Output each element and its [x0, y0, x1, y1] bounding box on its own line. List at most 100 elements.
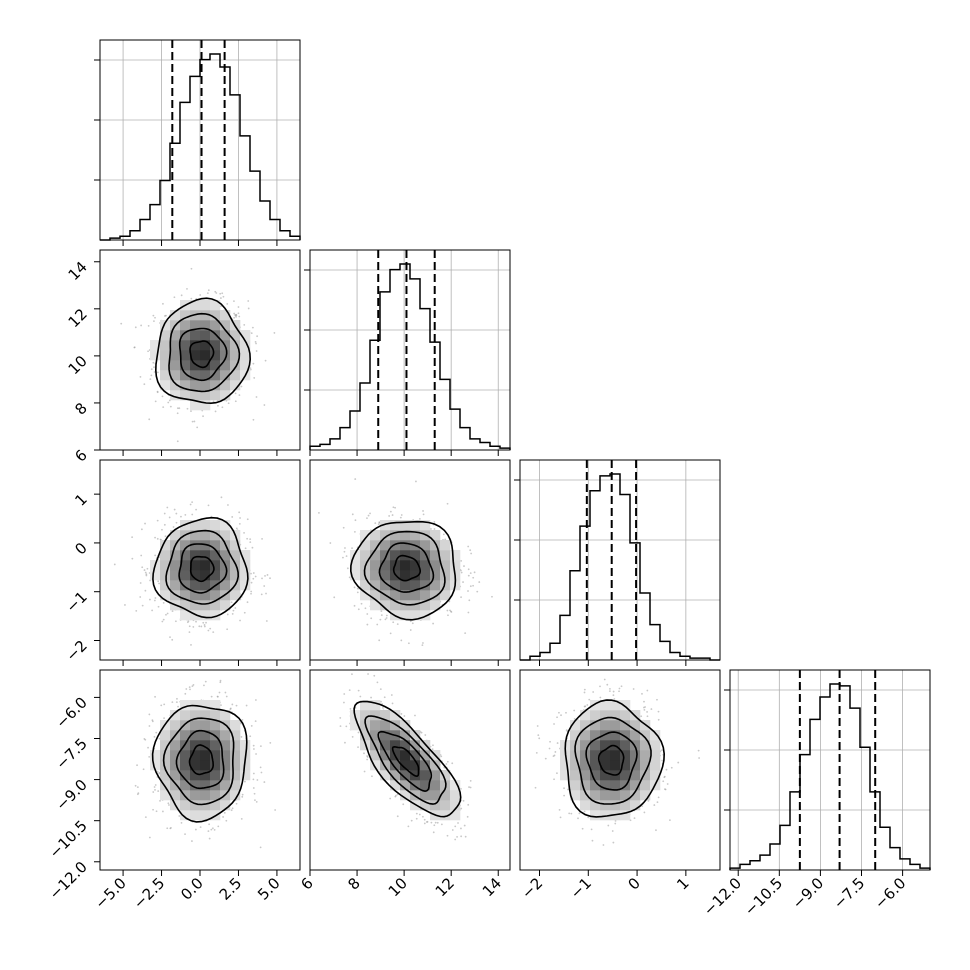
density-cell [360, 540, 371, 551]
density-cell [210, 740, 221, 751]
scatter-point [460, 787, 462, 790]
density-cell [180, 370, 191, 381]
density-cell [230, 750, 241, 761]
density-cell [410, 570, 421, 581]
density-cell [400, 740, 411, 751]
density-cell [240, 580, 251, 591]
density-cell [360, 530, 371, 541]
density-cell [400, 750, 411, 761]
density-cell [420, 540, 431, 551]
scatter-point [254, 575, 257, 578]
scatter-point [403, 715, 406, 717]
density-cell [220, 390, 231, 401]
density-cell [210, 520, 221, 531]
density-cell [170, 560, 181, 571]
density-cell [210, 390, 221, 401]
density-cell [210, 320, 221, 331]
scatter-point [188, 686, 191, 689]
density-cell [190, 550, 201, 561]
scatter-point [252, 577, 255, 580]
scatter-point [144, 571, 147, 574]
scatter-point [210, 828, 213, 831]
density-cell [220, 380, 231, 391]
density-cell [210, 380, 221, 391]
scatter-point [148, 713, 151, 716]
contour-level-0 [392, 554, 421, 582]
density-cell [230, 780, 241, 791]
density-cell [190, 400, 201, 411]
scatter-point [421, 815, 424, 818]
scatter-point [235, 527, 238, 530]
scatter-point [253, 377, 256, 379]
density-cell [220, 310, 231, 321]
scatter-point [447, 614, 449, 617]
scatter-point [255, 753, 257, 755]
scatter-point [205, 621, 207, 624]
density-cell [180, 770, 191, 781]
scatter-point [273, 332, 276, 334]
density-cell [150, 750, 161, 761]
density-cell [380, 750, 391, 761]
density-cell [210, 310, 221, 321]
density-cell [150, 570, 161, 581]
scatter-point [233, 312, 236, 315]
scatter-point [250, 725, 253, 727]
density-cell [390, 740, 401, 751]
density-cell [240, 350, 251, 361]
scatter-point [460, 596, 462, 599]
scatter-point [154, 695, 156, 698]
density-cell [160, 560, 171, 571]
density-cell [180, 580, 191, 591]
density-cell [210, 350, 221, 361]
scatter-point [407, 825, 410, 828]
panel-frame-2-1 [309, 459, 511, 661]
scatter-point [143, 569, 146, 571]
scatter-point [235, 704, 238, 707]
density-cell [200, 590, 211, 601]
density-cell [230, 380, 241, 391]
density-cell [200, 350, 211, 361]
scatter-point [161, 395, 164, 398]
scatter-point [136, 764, 138, 767]
density-cell [420, 550, 431, 561]
scatter-point [171, 638, 174, 641]
scatter-point [467, 803, 470, 806]
scatter-point [255, 800, 258, 803]
scatter-point [261, 577, 263, 580]
density-cell [210, 530, 221, 541]
density-cell [400, 580, 411, 591]
scatter-panel-1-0 [94, 249, 301, 456]
density-cell [210, 370, 221, 381]
density-cell [380, 600, 391, 611]
scatter-point [231, 703, 234, 706]
scatter-point [354, 519, 357, 522]
density-cell [210, 750, 221, 761]
density-cell [200, 370, 211, 381]
density-cell [380, 740, 391, 751]
scatter-point [134, 784, 137, 787]
density-cell [180, 540, 191, 551]
scatter-point [223, 811, 226, 814]
density-cell [190, 600, 201, 611]
scatter-point [153, 320, 155, 323]
scatter-point [124, 604, 126, 606]
scatter-point [156, 770, 159, 773]
histogram-steps-3 [729, 683, 931, 870]
scatter-point [442, 533, 445, 536]
scatter-point [180, 515, 182, 518]
scatter-point [240, 385, 243, 388]
scatter-point [152, 808, 154, 811]
scatter-point [202, 621, 205, 624]
scatter-point [364, 607, 367, 610]
scatter-point [366, 758, 369, 761]
density-cell [160, 380, 171, 391]
scatter-point [467, 590, 469, 592]
contour-level-0 [189, 340, 215, 369]
scatter-point [157, 605, 160, 608]
scatter-point [120, 322, 123, 325]
density-cell [400, 560, 411, 571]
scatter-point [191, 513, 194, 516]
density-cell [170, 380, 181, 391]
density-cell [170, 760, 181, 771]
scatter-point [207, 504, 210, 507]
